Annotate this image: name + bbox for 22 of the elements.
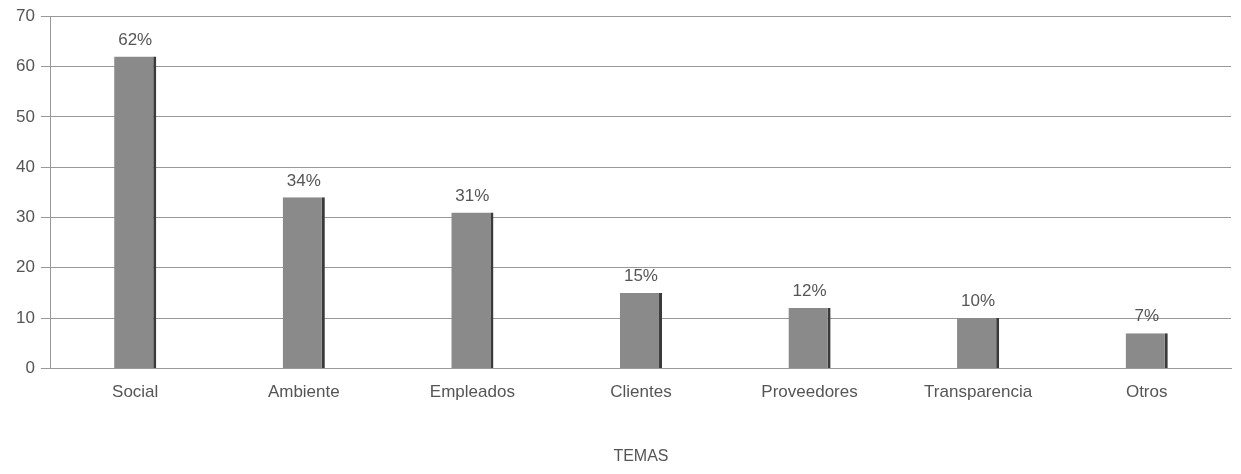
- x-tick-label: Social: [112, 382, 159, 402]
- y-tick-label: 60: [15, 56, 35, 76]
- y-tick-label: 50: [15, 106, 35, 126]
- data-label: 15%: [623, 266, 658, 286]
- x-tick-label: Ambiente: [267, 382, 340, 402]
- x-tick-label: Clientes: [610, 382, 672, 402]
- data-label: 31%: [455, 185, 490, 205]
- data-label: 10%: [961, 291, 996, 311]
- x-tick-label: Empleados: [429, 382, 515, 402]
- y-tick-label: 20: [15, 257, 35, 277]
- data-label: 12%: [792, 281, 827, 301]
- x-tick-label: Transparencia: [924, 382, 1033, 402]
- y-tick-label: 70: [15, 5, 35, 25]
- y-tick-label: 30: [15, 207, 35, 227]
- x-tick-label: Proveedores: [761, 382, 858, 402]
- data-label: 34%: [286, 170, 321, 190]
- x-tick-label: Otros: [1125, 382, 1168, 402]
- y-tick-label: 0: [25, 358, 35, 378]
- y-tick-label: 10: [15, 307, 35, 327]
- data-label: 62%: [118, 29, 153, 49]
- x-axis-title: TEMAS: [613, 446, 669, 464]
- y-tick-label: 40: [15, 156, 35, 176]
